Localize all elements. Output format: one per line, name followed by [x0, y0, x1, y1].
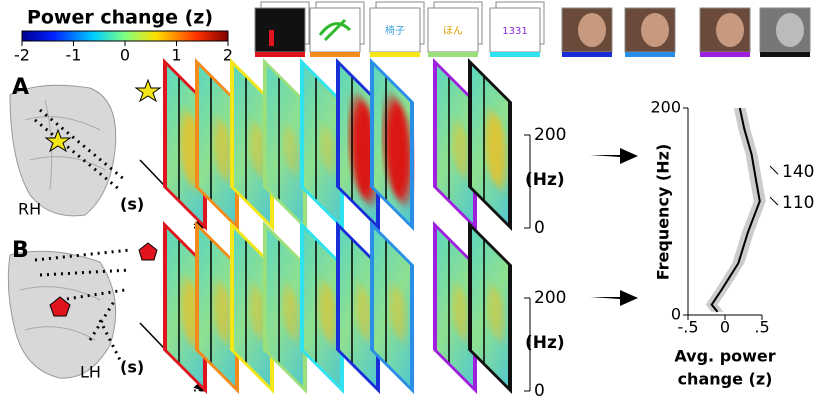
panel-label: B: [12, 238, 29, 263]
stimulus-bar: [310, 52, 360, 57]
face: [776, 13, 804, 47]
brain-a: [10, 85, 125, 216]
annotation: 140: [782, 162, 814, 182]
x-tick-label: 0: [720, 318, 730, 337]
freq-axis-label: (Hz): [525, 170, 565, 190]
annotation-leader: [770, 197, 778, 205]
stimulus-bar: [760, 52, 810, 57]
time-axis-label: (s): [120, 195, 144, 214]
stimulus-label: ほん: [443, 25, 463, 37]
colorbar-tick-label: -2: [14, 46, 30, 65]
face: [578, 13, 606, 47]
x-tick-label: .5: [754, 318, 769, 337]
freq-tick-label: 200: [534, 288, 566, 308]
colorbar: [22, 31, 228, 41]
time-axis-label: (s): [120, 358, 144, 377]
panel-label: A: [12, 75, 29, 100]
annotation-leader: [770, 166, 778, 174]
stimulus-bar: [490, 52, 540, 57]
x-axis-label: change (z): [678, 370, 773, 389]
freq-axis-label: (Hz): [525, 333, 565, 353]
stimulus-bar: [700, 52, 750, 57]
y-axis-label: Frequency (Hz): [654, 144, 673, 281]
freq-tick-label: 200: [534, 125, 566, 145]
figure: [269, 30, 274, 46]
stimulus-bar: [562, 52, 612, 57]
colorbar-title: Power change (z): [27, 7, 213, 29]
y-tick-label: 200: [650, 98, 681, 117]
freq-tick-label: 0: [534, 218, 545, 238]
face: [716, 13, 744, 47]
figure: Power change (z) Frequency (Hz) Avg. pow…: [0, 0, 817, 405]
stimulus-label: 1331: [502, 26, 527, 37]
hemisphere-label: LH: [80, 363, 101, 382]
x-axis-label: Avg. power: [674, 347, 775, 366]
face: [641, 13, 669, 47]
annotation: 110: [782, 193, 814, 213]
pentagon-marker: [139, 243, 157, 260]
colorbar-tick-label: 0: [120, 46, 130, 65]
stimulus-bar: [625, 52, 675, 57]
brain-b: [8, 250, 130, 378]
stimulus-bar: [370, 52, 420, 57]
colorbar-tick-label: -1: [66, 46, 82, 65]
y-tick-label: 0: [671, 305, 681, 324]
stimulus-bar: [255, 52, 305, 57]
colorbar-tick-label: 1: [171, 46, 181, 65]
stimulus-label: 椅子: [385, 24, 405, 37]
hemisphere-label: RH: [18, 200, 41, 219]
big-arrow: [590, 148, 638, 164]
freq-tick-label: 0: [534, 381, 545, 401]
star-marker: [136, 80, 160, 101]
thumbnail: [255, 8, 305, 52]
stimulus-bar: [428, 52, 478, 57]
big-arrow: [590, 290, 638, 306]
